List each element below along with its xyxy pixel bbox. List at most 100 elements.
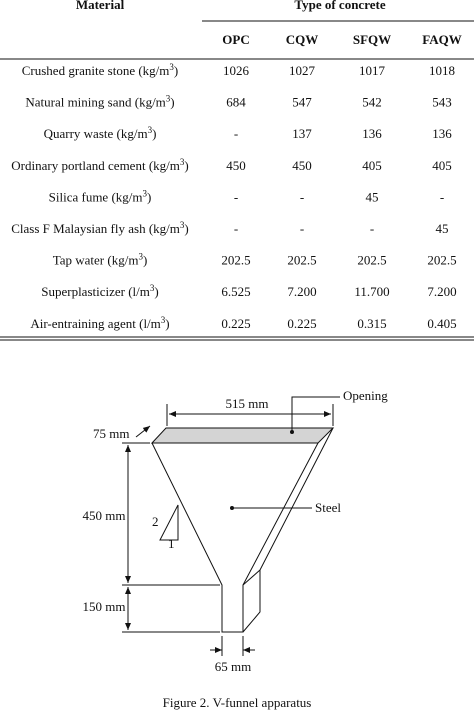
label-tail: )	[170, 95, 174, 110]
cell: -	[234, 221, 238, 236]
label-sup: 3	[143, 188, 148, 198]
label-text: Class F Malaysian fly ash (kg/m	[11, 221, 180, 236]
mask	[80, 598, 126, 616]
column-header: FAQW	[422, 32, 461, 47]
label-tail: )	[174, 63, 178, 78]
label-text: Quarry waste (kg/m	[44, 126, 148, 141]
cell: 136	[362, 126, 382, 141]
cell: -	[234, 126, 238, 141]
opening-face	[150, 427, 335, 444]
label-sup: 3	[180, 157, 185, 167]
cell: 202.5	[427, 253, 456, 268]
row-label: Tap water (kg/m3)	[53, 252, 148, 268]
cell: 0.225	[287, 316, 316, 331]
label-text: Tap water (kg/m	[53, 253, 139, 268]
cell: -	[300, 221, 304, 236]
row-label: Quarry waste (kg/m3)	[44, 125, 157, 141]
label-sup: 3	[138, 252, 143, 262]
cell: 1017	[359, 63, 386, 78]
label-text: Ordinary portland cement (kg/m	[11, 158, 180, 173]
label: Opening	[343, 388, 388, 403]
leader	[291, 396, 340, 432]
row-label: Class F Malaysian fly ash (kg/m3)	[11, 220, 188, 236]
cell: 405	[432, 158, 452, 173]
cell: 1026	[223, 63, 250, 78]
label: 2	[152, 514, 159, 529]
dim-label: 150 mm	[83, 599, 126, 614]
cell: 1027	[289, 63, 316, 78]
cell: 0.405	[427, 316, 456, 331]
row-label: Natural mining sand (kg/m3)	[25, 94, 174, 110]
cell: 0.225	[221, 316, 250, 331]
label-text: Air-entraining agent (l/m	[30, 316, 160, 331]
label-sup: 3	[148, 125, 153, 135]
edge	[242, 569, 261, 586]
label-text: Silica fume (kg/m	[49, 189, 143, 204]
label-sup: 3	[180, 220, 185, 230]
cell: -	[440, 189, 444, 204]
table: Material Type of concrete OPC CQW SFQW FAQW…	[0, 0, 474, 341]
column-header: OPC	[222, 32, 249, 47]
funnel-side	[242, 427, 334, 633]
cell: 11.700	[354, 284, 389, 299]
label: Steel	[315, 500, 341, 515]
row-label: Ordinary portland cement (kg/m3)	[11, 157, 188, 173]
label-sup: 3	[169, 62, 174, 72]
header-material: Material	[76, 0, 125, 12]
label-tail: )	[154, 284, 158, 299]
cell: 0.315	[357, 316, 386, 331]
cell: -	[370, 221, 374, 236]
label-sup: 3	[150, 283, 155, 293]
cell: 202.5	[287, 253, 316, 268]
cell: 202.5	[357, 253, 386, 268]
cell: 1018	[429, 63, 455, 78]
cell: 7.200	[427, 284, 456, 299]
caption: Figure 2. V-funnel apparatus	[163, 695, 312, 710]
column-header: SFQW	[353, 32, 391, 47]
label-tail: )	[184, 158, 188, 173]
cell: 45	[366, 189, 379, 204]
funnel	[151, 442, 319, 633]
cell: 543	[432, 95, 452, 110]
label-tail: )	[152, 126, 156, 141]
dim-label: 75 mm	[93, 426, 129, 441]
label-text: Natural mining sand (kg/m	[25, 95, 165, 110]
cell: 405	[362, 158, 382, 173]
row-label: Crushed granite stone (kg/m3)	[22, 62, 179, 78]
cell: 137	[292, 126, 312, 141]
dim-label: 515 mm	[226, 396, 269, 411]
cell: 542	[362, 95, 382, 110]
column-header: CQW	[286, 32, 319, 47]
cell: -	[234, 189, 238, 204]
dim-label: 65 mm	[215, 659, 251, 674]
mask	[80, 506, 126, 524]
label-text: Superplasticizer (l/m	[41, 284, 150, 299]
label-tail: )	[184, 221, 188, 236]
cell: -	[300, 189, 304, 204]
row-label: Silica fume (kg/m3)	[49, 188, 152, 204]
label-tail: )	[147, 189, 151, 204]
cell: 136	[432, 126, 452, 141]
label-tail: )	[165, 316, 169, 331]
label-sup: 3	[161, 315, 166, 325]
slope-triangle	[159, 504, 179, 541]
figure: 515 mm Opening 75 mm 450 mm 150 mm Steel…	[80, 388, 388, 710]
label-text: Crushed granite stone (kg/m	[22, 63, 170, 78]
cell: 202.5	[221, 253, 250, 268]
header-type: Type of concrete	[294, 0, 385, 12]
cell: 450	[292, 158, 312, 173]
dim	[135, 425, 151, 438]
cell: 450	[226, 158, 246, 173]
row-label: Superplasticizer (l/m3)	[41, 283, 159, 299]
dim-label: 450 mm	[83, 508, 126, 523]
cell: 7.200	[287, 284, 316, 299]
label: 1	[168, 536, 175, 551]
cell: 45	[436, 221, 449, 236]
cell: 684	[226, 95, 246, 110]
label-sup: 3	[166, 94, 171, 104]
label-tail: )	[143, 253, 147, 268]
row-label: Air-entraining agent (l/m3)	[30, 315, 169, 331]
cell: 547	[292, 95, 312, 110]
cell: 6.525	[221, 284, 250, 299]
